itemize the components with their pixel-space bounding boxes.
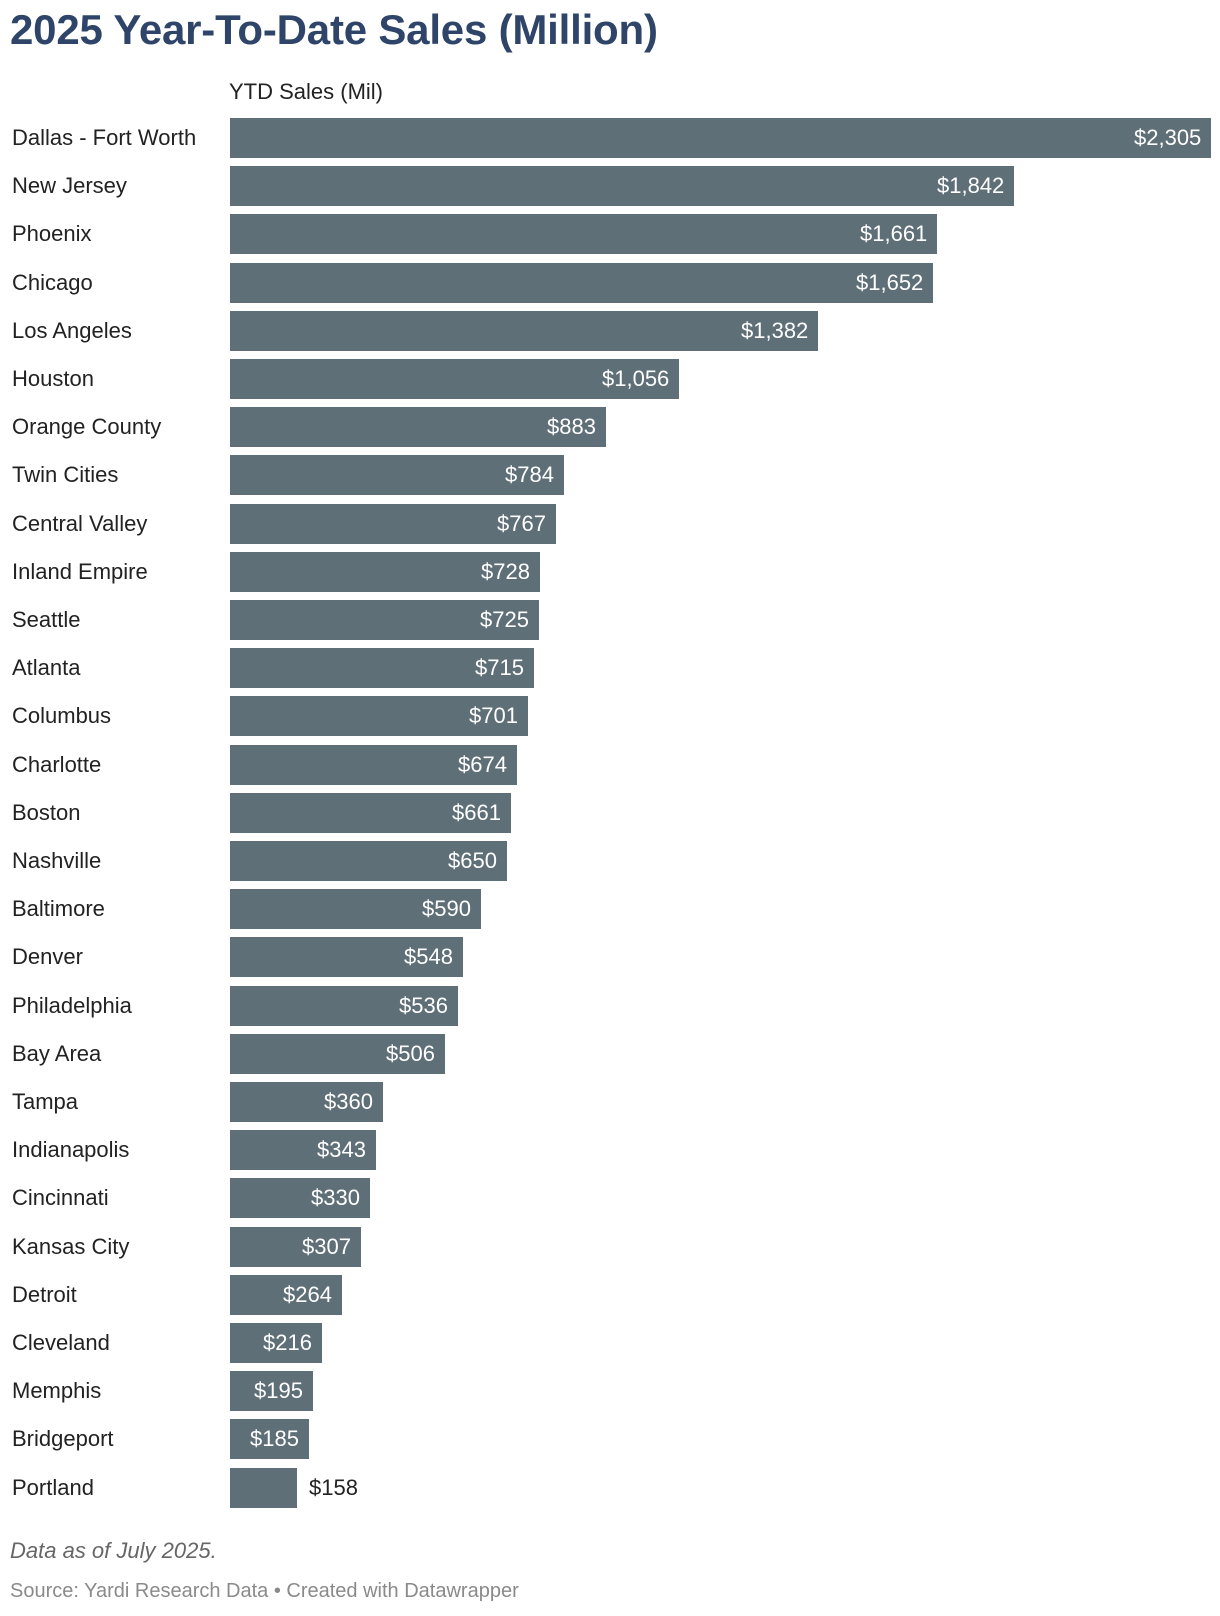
value-label: $158: [309, 1475, 358, 1500]
value-label: $784: [505, 462, 554, 487]
bar: [230, 1034, 445, 1074]
category-label: Portland: [12, 1475, 94, 1500]
category-label: Denver: [12, 944, 83, 969]
value-label: $330: [311, 1185, 360, 1210]
bar: [230, 504, 556, 544]
category-label: Dallas - Fort Worth: [12, 125, 197, 150]
bar: [230, 745, 517, 785]
bar: [230, 1130, 376, 1170]
value-label: $715: [475, 655, 524, 680]
bar: [230, 1178, 370, 1218]
bar: [230, 1468, 297, 1508]
category-label: Kansas City: [12, 1234, 130, 1259]
category-label: Charlotte: [12, 752, 102, 777]
category-label: Baltimore: [12, 896, 105, 921]
bar: [230, 1323, 322, 1363]
bar: [230, 793, 511, 833]
category-label: Detroit: [12, 1282, 77, 1307]
category-label: Phoenix: [12, 221, 92, 246]
category-label: Cleveland: [12, 1330, 110, 1355]
value-label: $701: [469, 703, 518, 728]
bar: [230, 311, 818, 351]
category-label: Bay Area: [12, 1041, 102, 1066]
category-label: Bridgeport: [12, 1426, 114, 1451]
value-label: $343: [317, 1137, 366, 1162]
bar: [230, 455, 564, 495]
value-label: $767: [497, 511, 546, 536]
bar: [230, 937, 463, 977]
category-label: Indianapolis: [12, 1137, 130, 1162]
category-label: New Jersey: [12, 173, 127, 198]
bar: [230, 214, 937, 254]
category-label: Cincinnati: [12, 1185, 109, 1210]
category-label: Chicago: [12, 270, 93, 295]
bar: [230, 552, 540, 592]
bar: [230, 889, 481, 929]
value-label: $195: [254, 1378, 303, 1403]
category-label: Central Valley: [12, 511, 148, 536]
category-label: Seattle: [12, 607, 81, 632]
chart-title: 2025 Year-To-Date Sales (Million): [10, 6, 658, 53]
bar: [230, 1227, 361, 1267]
category-label: Twin Cities: [12, 462, 119, 487]
category-label: Nashville: [12, 848, 102, 873]
value-label: $728: [481, 559, 530, 584]
category-label: Tampa: [12, 1089, 79, 1114]
bar: [230, 1419, 309, 1459]
value-label: $661: [452, 800, 501, 825]
value-label: $216: [263, 1330, 312, 1355]
category-label: Orange County: [12, 414, 162, 439]
value-label: $264: [283, 1282, 332, 1307]
category-label: Columbus: [12, 703, 112, 728]
category-label: Inland Empire: [12, 559, 148, 584]
bar: [230, 696, 528, 736]
value-label: $2,305: [1134, 125, 1202, 150]
chart-notes: Data as of July 2025.: [10, 1538, 217, 1563]
value-label: $883: [547, 414, 596, 439]
value-label: $1,056: [602, 366, 670, 391]
bar: [230, 841, 507, 881]
category-label: Philadelphia: [12, 993, 132, 1018]
value-label: $360: [324, 1089, 373, 1114]
chart-footer: Source: Yardi Research Data • Created wi…: [10, 1580, 519, 1602]
value-label: $1,652: [856, 270, 924, 295]
bar: [230, 166, 1014, 206]
bar: [230, 407, 606, 447]
bar: [230, 648, 534, 688]
bar: [230, 1371, 313, 1411]
bar: [230, 600, 539, 640]
value-label: $506: [386, 1041, 435, 1066]
column-header: YTD Sales (Mil): [229, 79, 384, 104]
value-label: $307: [302, 1234, 351, 1259]
category-label: Los Angeles: [12, 318, 132, 343]
value-label: $725: [480, 607, 529, 632]
value-label: $674: [458, 752, 507, 777]
bar: [230, 1275, 342, 1315]
value-label: $185: [250, 1426, 299, 1451]
value-label: $650: [448, 848, 497, 873]
category-label: Boston: [12, 800, 81, 825]
bar: [230, 359, 679, 399]
bar: [230, 263, 933, 303]
bar: [230, 986, 458, 1026]
value-label: $548: [404, 944, 453, 969]
bar: [230, 1082, 383, 1122]
value-label: $536: [399, 993, 448, 1018]
value-label: $590: [422, 896, 471, 921]
value-label: $1,661: [860, 221, 928, 246]
value-label: $1,842: [937, 173, 1005, 198]
category-label: Houston: [12, 366, 94, 391]
category-label: Memphis: [12, 1378, 102, 1403]
value-label: $1,382: [741, 318, 809, 343]
bar: [230, 118, 1211, 158]
category-label: Atlanta: [12, 655, 81, 680]
